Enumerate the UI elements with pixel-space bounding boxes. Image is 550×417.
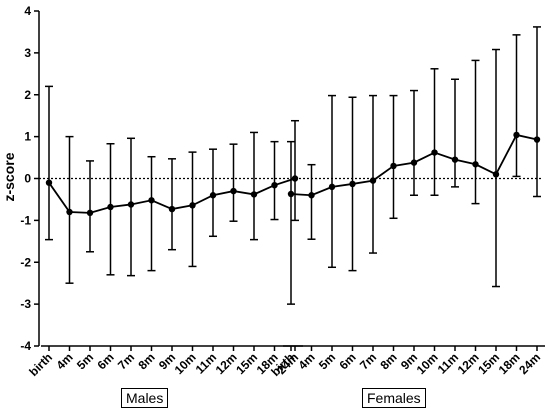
data-point <box>328 183 336 191</box>
data-point <box>86 209 94 217</box>
data-point <box>533 136 541 143</box>
x-tick-label: 5m <box>316 350 338 372</box>
series-females <box>287 26 541 305</box>
data-point <box>209 192 217 199</box>
y-tick-label: 3 <box>24 46 31 60</box>
data-point <box>250 191 258 198</box>
x-tick-label: 6m <box>94 350 116 372</box>
y-axis-title: z-score <box>1 152 17 201</box>
x-axis: birth4m5m6m7m8m9m10m11m12m15m18m24mbirth… <box>26 345 545 379</box>
data-point <box>431 149 438 156</box>
data-point <box>107 203 114 211</box>
y-tick-label: -2 <box>20 255 31 269</box>
y-axis: -4 -3 -2 -1 0 1 2 3 4 <box>20 4 40 353</box>
data-point <box>308 192 315 199</box>
x-tick-label: 24m <box>516 350 543 377</box>
x-tick-label: 4m <box>53 350 75 372</box>
y-tick-label: -3 <box>20 297 31 311</box>
data-point <box>291 175 299 182</box>
data-point <box>287 190 295 198</box>
group-label-females: Females <box>362 388 426 408</box>
y-tick-label: -4 <box>20 339 31 353</box>
data-point <box>127 201 135 208</box>
data-point <box>230 187 237 195</box>
x-tick-label: 7m <box>357 350 379 372</box>
y-tick-label: 2 <box>24 88 31 102</box>
data-point <box>513 131 520 139</box>
data-point <box>168 205 176 213</box>
x-tick-label: birth <box>26 350 55 379</box>
data-point <box>45 179 53 186</box>
series-layer <box>45 26 541 305</box>
data-point <box>369 177 377 184</box>
x-tick-label: 6m <box>336 350 358 372</box>
data-point <box>66 208 73 216</box>
x-tick-label: 8m <box>135 350 157 372</box>
data-point <box>148 197 155 204</box>
data-point <box>451 156 459 163</box>
y-tick-label: 4 <box>24 4 31 18</box>
data-point <box>390 162 397 170</box>
x-tick-label: 4m <box>295 350 317 372</box>
data-point <box>349 180 356 188</box>
data-point <box>472 161 479 168</box>
y-tick-label: -1 <box>20 213 31 227</box>
series-males <box>45 85 299 284</box>
data-point <box>189 202 196 209</box>
y-tick-label: 0 <box>24 172 31 186</box>
x-tick-label: 5m <box>74 350 96 372</box>
data-point <box>410 159 418 166</box>
group-label-males: Males <box>121 388 169 408</box>
data-point <box>271 182 278 189</box>
data-point <box>492 171 500 178</box>
x-tick-label: 8m <box>377 350 399 372</box>
y-tick-label: 1 <box>24 130 31 144</box>
x-tick-label: 7m <box>115 350 137 372</box>
